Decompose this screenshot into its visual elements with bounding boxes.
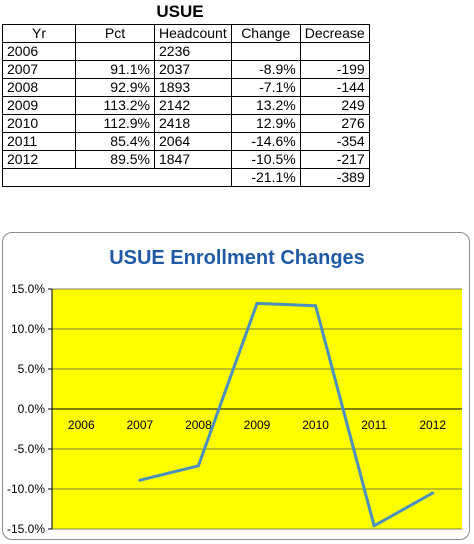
- cell-yr: 2007: [2, 60, 76, 79]
- header-headcount: Headcount: [154, 24, 232, 43]
- cell-yr: 2008: [2, 78, 76, 97]
- data-point: [372, 524, 376, 528]
- table-row: 2008 92.9% 1893 -7.1% -144: [2, 78, 370, 97]
- x-tick-label: 2006: [68, 418, 95, 432]
- series-line: [139, 301, 434, 528]
- data-point: [196, 464, 200, 468]
- table-title: USUE: [156, 2, 204, 21]
- y-tick-label: 5.0%: [18, 362, 46, 376]
- y-tick-label: -5.0%: [14, 442, 46, 456]
- data-point: [314, 304, 318, 308]
- x-tick-label: 2012: [419, 418, 446, 432]
- cell-change: -7.1%: [230, 78, 301, 97]
- y-tick-label: 0.0%: [18, 402, 46, 416]
- table-row: 2012 89.5% 1847 -10.5% -217: [2, 150, 370, 169]
- x-tick-label: 2010: [302, 418, 329, 432]
- x-tick-label: 2011: [361, 418, 387, 432]
- cell-change: 12.9%: [230, 114, 301, 133]
- total-change: -21.1%: [230, 168, 301, 187]
- data-point: [138, 478, 142, 482]
- cell-yr: 2006: [2, 42, 76, 61]
- table-row: 2007 91.1% 2037 -8.9% -199: [2, 60, 370, 79]
- chart-title: USUE Enrollment Changes: [109, 247, 365, 269]
- header-pct: Pct: [75, 24, 155, 43]
- table-header-row: Yr Pct Headcount Change Decrease: [2, 24, 370, 43]
- x-tick-label: 2009: [244, 418, 271, 432]
- totals-row: -21.1% -389: [2, 168, 370, 187]
- y-tick-label: 10.0%: [11, 322, 45, 336]
- x-tick-label: 2007: [127, 418, 154, 432]
- data-point: [431, 491, 435, 495]
- data-point: [255, 301, 259, 305]
- y-tick-label: -15.0%: [7, 522, 45, 536]
- cell-decrease: -217: [299, 150, 370, 169]
- cell-decrease: -354: [299, 132, 370, 151]
- cell-yr: 2010: [2, 114, 76, 133]
- cell-pct: 112.9%: [75, 114, 155, 133]
- enrollment-table: Yr Pct Headcount Change Decrease 2006 223…: [2, 24, 370, 187]
- y-tick-label: -10.0%: [7, 482, 45, 496]
- cell-pct: 91.1%: [75, 60, 155, 79]
- cell-change: -8.9%: [230, 60, 301, 79]
- cell-decrease: -199: [299, 60, 370, 79]
- x-tick-label: 2008: [185, 418, 212, 432]
- cell-change: -10.5%: [230, 150, 301, 169]
- table-row: 2009 113.2% 2142 13.2% 249: [2, 96, 370, 115]
- y-tick-label: 15.0%: [11, 282, 45, 296]
- total-decrease: -389: [299, 168, 370, 187]
